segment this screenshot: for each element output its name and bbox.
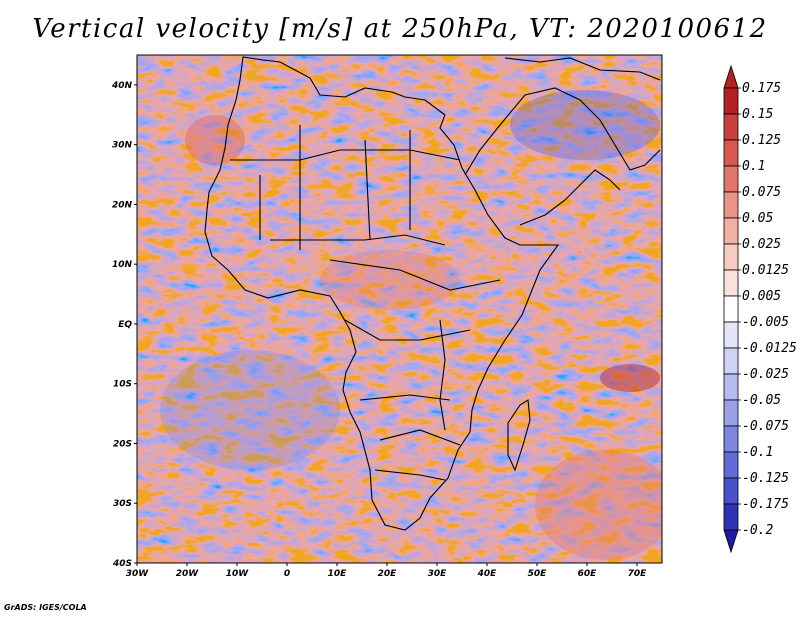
lat-label: EQ xyxy=(118,320,132,330)
colorbar-segment xyxy=(723,87,739,115)
colorbar-segment xyxy=(723,347,739,375)
colorbar-segment xyxy=(723,477,739,505)
lon-label: 0 xyxy=(284,569,290,579)
colorbar-label: 0.05 xyxy=(742,211,773,226)
colorbar-label: 0.15 xyxy=(742,107,773,122)
footer-credit: GrADS: IGES/COLA xyxy=(4,603,87,612)
map-title: Vertical velocity [m/s] at 250hPa, VT: 2… xyxy=(32,14,768,44)
lon-label: 70E xyxy=(628,569,648,579)
colorbar-label: -0.1 xyxy=(742,445,773,460)
colorbar-label: -0.025 xyxy=(742,367,789,382)
map-frame xyxy=(136,54,663,564)
lat-label: 10N xyxy=(112,260,133,270)
colorbar-segment xyxy=(723,113,739,141)
colorbar-label: -0.0125 xyxy=(742,341,797,356)
colorbar-label: 0.1 xyxy=(742,159,765,174)
colorbar-segment xyxy=(723,503,739,531)
lon-label: 60E xyxy=(578,569,598,579)
colorbar-segment xyxy=(723,243,739,271)
lat-label: 20N xyxy=(112,200,133,210)
colorbar-segment xyxy=(723,165,739,193)
lat-label: 20S xyxy=(113,439,132,449)
lon-label: 10W xyxy=(226,569,250,579)
colorbar-label: -0.2 xyxy=(742,523,773,538)
colorbar: 0.175 0.15 0.125 0.1 0.075 0.05 0.025 0.0125 0.0… xyxy=(723,64,797,554)
colorbar-label: 0.075 xyxy=(742,185,781,200)
lon-label: 10E xyxy=(328,569,348,579)
colorbar-label: -0.005 xyxy=(742,315,789,330)
colorbar-segment xyxy=(723,373,739,401)
colorbar-bottom-arrow xyxy=(723,529,739,554)
colorbar-segment xyxy=(723,269,739,297)
colorbar-label: -0.175 xyxy=(742,497,789,512)
lat-label: 30S xyxy=(113,499,132,509)
lat-label: 10S xyxy=(113,380,132,390)
lon-label: 30E xyxy=(428,569,448,579)
colorbar-label: 0.175 xyxy=(742,81,781,96)
lon-label: 40E xyxy=(477,569,498,579)
colorbar-segment xyxy=(723,217,739,245)
colorbar-segment xyxy=(723,295,739,323)
velocity-field xyxy=(137,55,662,563)
lon-label: 50E xyxy=(528,569,548,579)
colorbar-segment xyxy=(723,451,739,479)
lon-label: 20W xyxy=(176,569,200,579)
coastlines-borders xyxy=(204,56,661,531)
colorbar-label: 0.125 xyxy=(742,133,781,148)
colorbar-label: 0.005 xyxy=(742,289,781,304)
colorbar-segment xyxy=(723,139,739,167)
colorbar-top-arrow xyxy=(723,64,739,89)
colorbar-label: 0.025 xyxy=(742,237,781,252)
colorbar-label: 0.0125 xyxy=(742,263,789,278)
lon-label: 20E xyxy=(378,569,398,579)
colorbar-label: -0.075 xyxy=(742,419,789,434)
colorbar-segment xyxy=(723,399,739,427)
colorbar-segment xyxy=(723,425,739,453)
colorbar-label: -0.125 xyxy=(742,471,789,486)
colorbar-label: -0.05 xyxy=(742,393,781,408)
lat-label: 40N xyxy=(111,81,133,91)
colorbar-segment xyxy=(723,191,739,219)
lon-label: 30W xyxy=(126,569,150,579)
lat-label: 30N xyxy=(112,141,133,151)
colorbar-segment xyxy=(723,321,739,349)
lat-label: 40S xyxy=(112,559,132,569)
